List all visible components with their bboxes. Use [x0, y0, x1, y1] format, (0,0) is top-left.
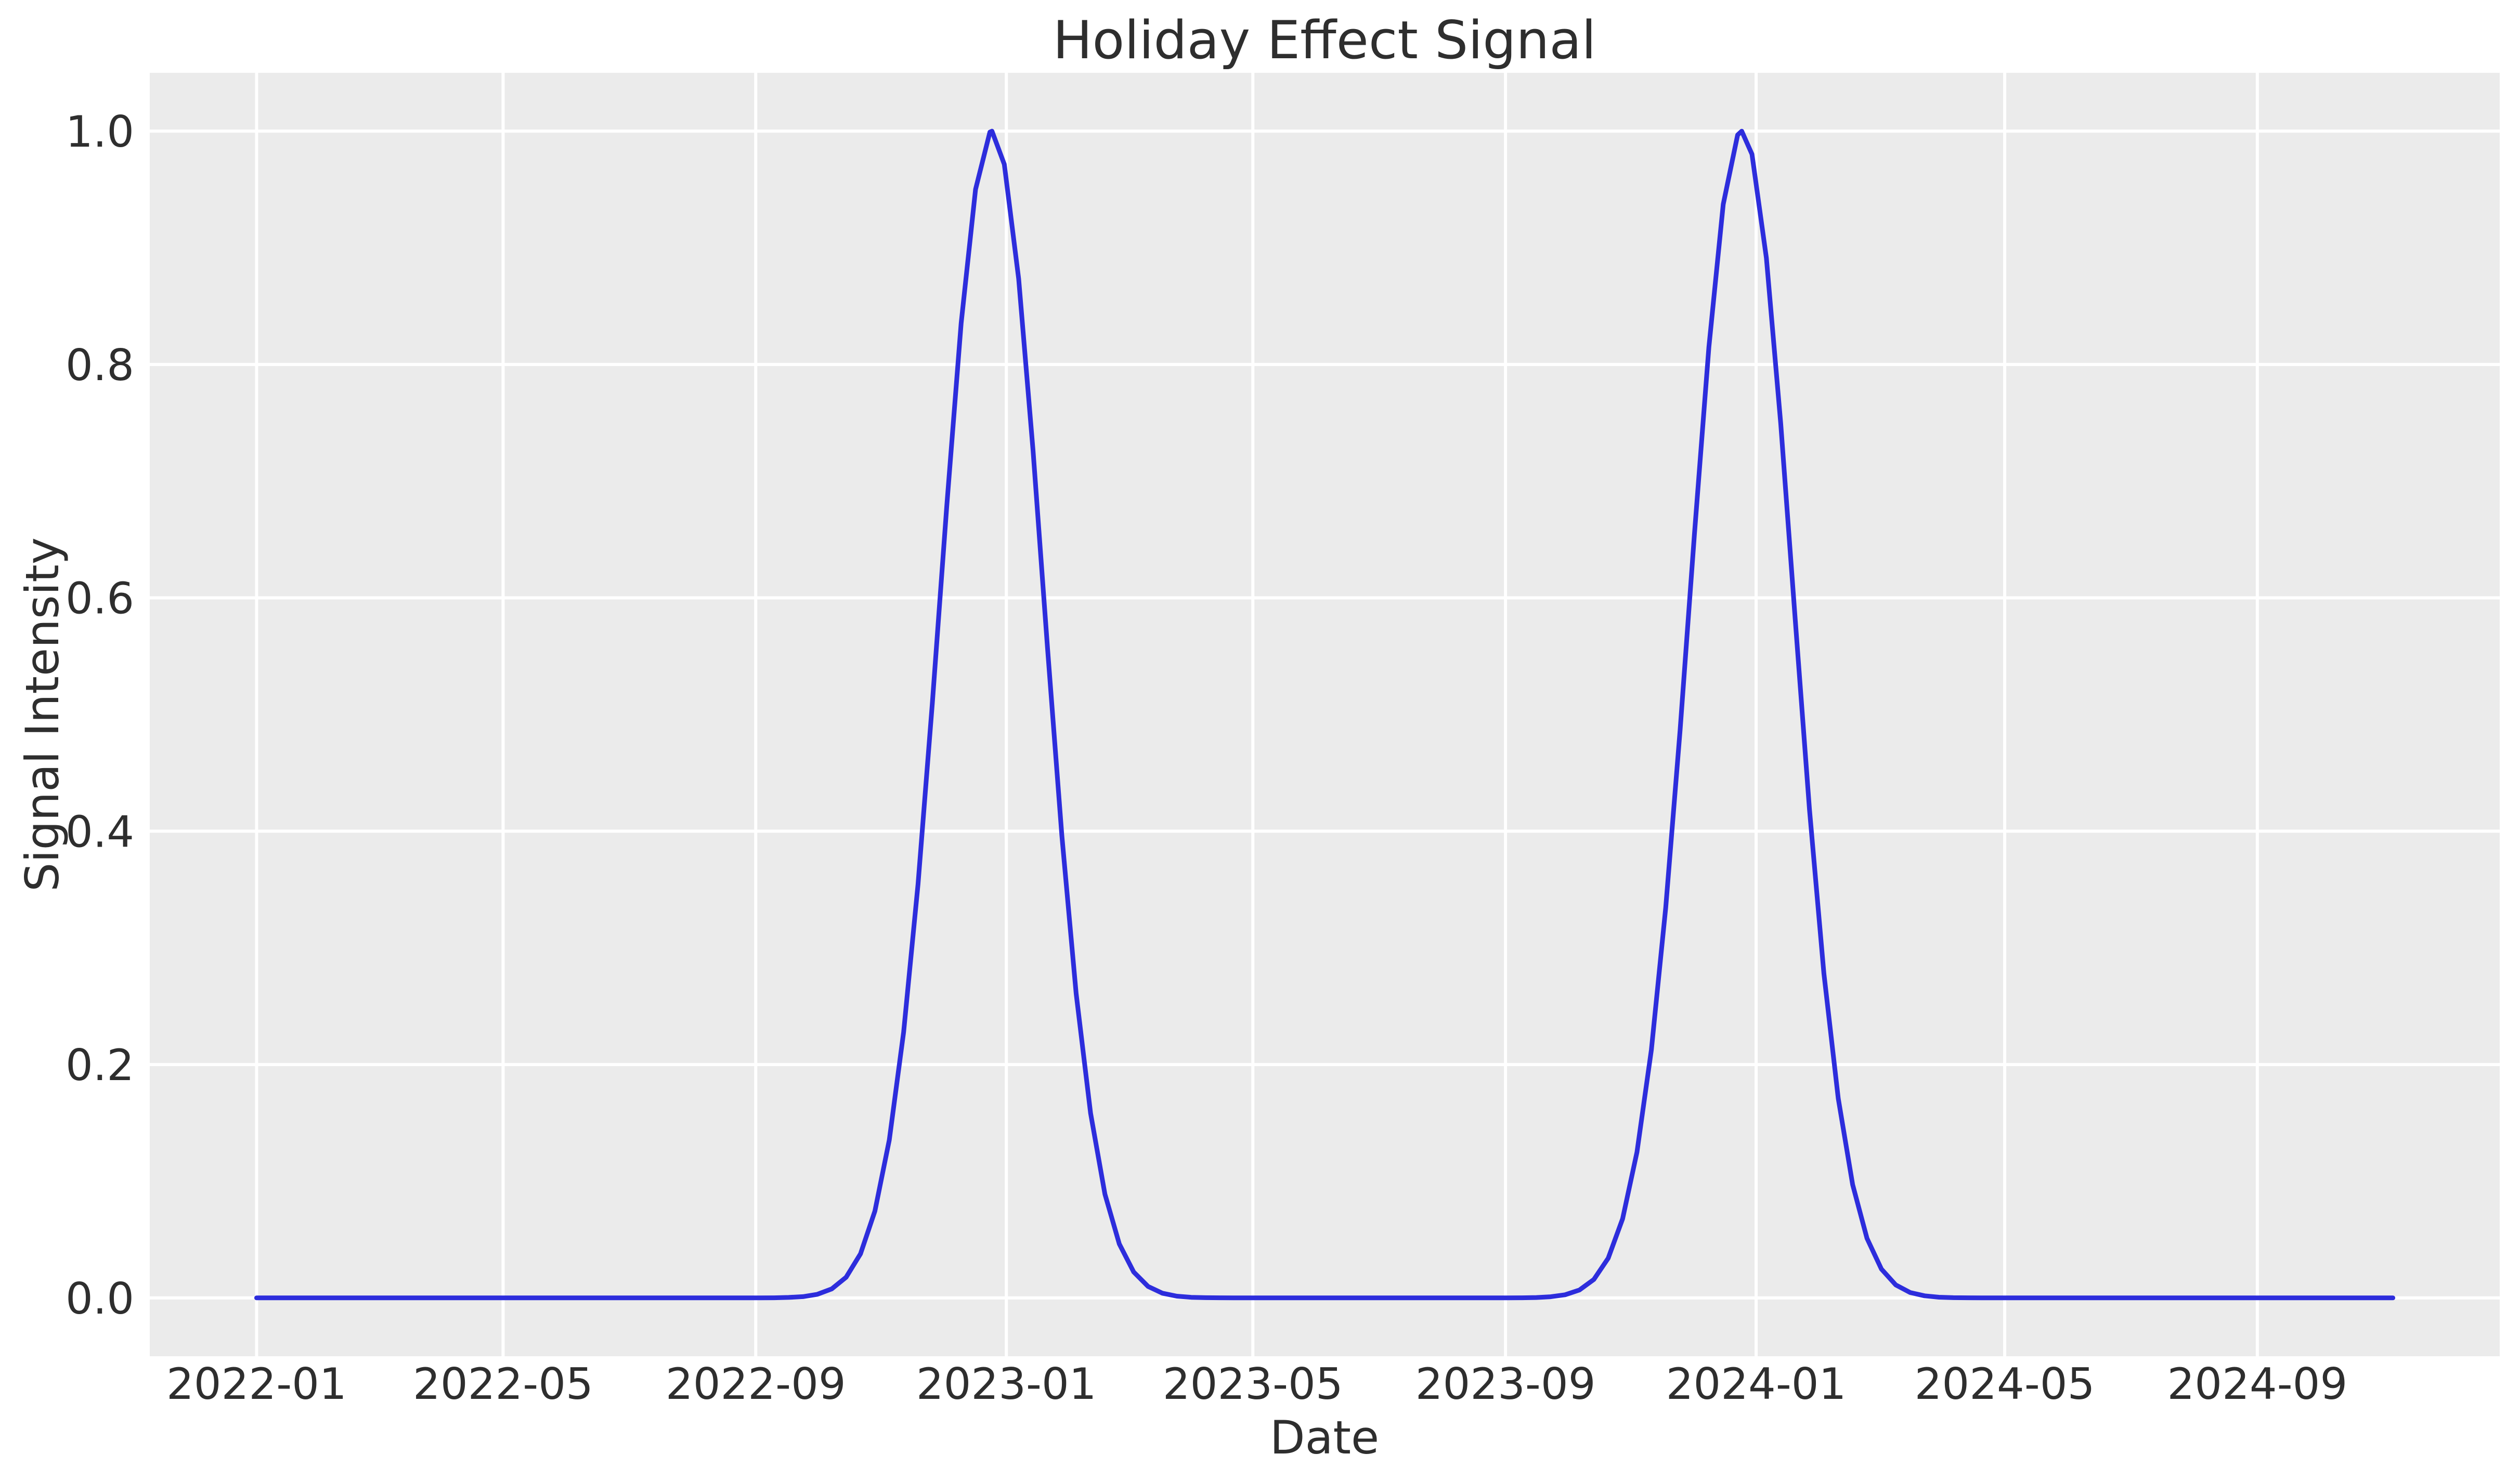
x-tick-labels: 2022-01 2022-05 2022-09 2023-01 2023-05 2023-… [166, 1359, 2347, 1409]
x-tick-label: 2022-05 [413, 1359, 593, 1409]
x-axis-label: Date [1270, 1411, 1379, 1464]
y-tick-labels: 0.0 0.2 0.4 0.6 0.8 1.0 [66, 107, 134, 1324]
plot-area [150, 73, 2500, 1356]
x-tick-label: 2023-05 [1163, 1359, 1343, 1409]
y-axis-label: Signal Intensity [16, 537, 69, 891]
y-tick-label: 0.8 [66, 340, 134, 391]
y-tick-label: 0.6 [66, 574, 134, 624]
chart-title: Holiday Effect Signal [1053, 9, 1596, 71]
x-tick-label: 2023-01 [916, 1359, 1097, 1409]
signal-line [254, 128, 2396, 1301]
y-tick-label: 0.0 [66, 1274, 134, 1324]
y-tick-label: 1.0 [66, 107, 134, 157]
y-tick-label: 0.2 [66, 1040, 134, 1090]
x-tick-label: 2023-09 [1415, 1359, 1596, 1409]
x-tick-label: 2024-09 [2167, 1359, 2347, 1409]
x-tick-label: 2024-05 [1915, 1359, 2095, 1409]
x-tick-label: 2022-09 [666, 1359, 846, 1409]
x-tick-label: 2024-01 [1666, 1359, 1847, 1409]
x-tick-label: 2022-01 [166, 1359, 347, 1409]
y-tick-label: 0.4 [66, 807, 134, 857]
